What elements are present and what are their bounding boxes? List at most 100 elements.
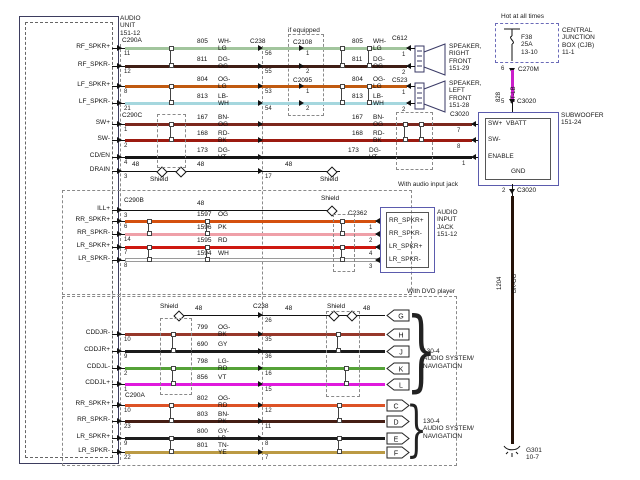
pin-number: 7 bbox=[457, 128, 461, 134]
connector-arrow bbox=[117, 137, 122, 143]
pin-number: 21 bbox=[124, 106, 131, 112]
wire-stub bbox=[472, 156, 478, 158]
brace-bottom: } bbox=[406, 394, 428, 464]
connector-arrow bbox=[117, 45, 122, 51]
subwoofer-vbatt: VBATT bbox=[506, 120, 527, 127]
wire-circuit-number: 1596 bbox=[197, 224, 212, 231]
wire-690 bbox=[125, 349, 385, 353]
wire-color-code: OG-BK bbox=[218, 324, 231, 338]
connector-c3020-bottom: C3020 bbox=[517, 187, 537, 194]
pin-number: 2 bbox=[306, 69, 310, 75]
connector-arrow bbox=[258, 154, 263, 160]
twisted-pair-icon bbox=[337, 403, 342, 423]
connector-line-c290 bbox=[120, 44, 121, 460]
wire-circuit-number: 798 bbox=[197, 358, 208, 365]
wire-stub bbox=[472, 139, 478, 141]
pin-number: 8 bbox=[457, 144, 461, 150]
terminal-flag: L bbox=[386, 378, 410, 390]
wire-color-code: DG-OG bbox=[218, 56, 230, 70]
connector-arrow bbox=[258, 63, 263, 69]
connector-arrow bbox=[117, 218, 122, 224]
wire-color-code: LG-RD bbox=[218, 358, 229, 372]
wire-circuit-number: 1597 bbox=[197, 211, 212, 218]
with-audio-input-jack-box bbox=[62, 190, 412, 295]
brace-top: } bbox=[406, 298, 437, 401]
connector-arrow bbox=[117, 244, 122, 250]
terminal-flag: J bbox=[386, 345, 410, 357]
pin-number: 16 bbox=[265, 371, 272, 377]
connector-arrow bbox=[299, 83, 304, 89]
twisted-pair-icon bbox=[169, 46, 174, 68]
twisted-pair-icon bbox=[337, 436, 342, 454]
fuse-label: F38 25A 13-10 bbox=[521, 34, 538, 56]
twisted-pair-icon bbox=[169, 122, 174, 142]
pin-number: 35 bbox=[265, 337, 272, 343]
connector-arrow bbox=[509, 99, 515, 104]
terminal-flag: H bbox=[386, 328, 410, 340]
connector-arrow bbox=[117, 381, 122, 387]
wire-color-code: BN-OG bbox=[218, 114, 230, 128]
wire-circuit-number: 1595 bbox=[197, 237, 212, 244]
wire-800 bbox=[125, 436, 385, 440]
terminal-flag: F bbox=[386, 446, 410, 458]
jack-pin-lr-minus: LR_SPKR- bbox=[389, 256, 421, 263]
twisted-pair-icon bbox=[340, 219, 345, 236]
wire-48 bbox=[125, 209, 331, 211]
pin-number: 9 bbox=[124, 354, 128, 360]
pin-number: 12 bbox=[124, 69, 131, 75]
wire-circuit-number: 803 bbox=[197, 411, 208, 418]
connector-c290c: C290C bbox=[122, 112, 143, 119]
hot-at-all-times-label: Hot at all times bbox=[501, 13, 544, 20]
connector-arrow bbox=[258, 83, 263, 89]
connector-arrow bbox=[117, 207, 122, 213]
twisted-pair-icon bbox=[205, 245, 210, 262]
wire-799 bbox=[125, 332, 385, 336]
wire-color-code: RD-BK bbox=[373, 130, 385, 144]
connector-arrow bbox=[117, 168, 122, 174]
subwoofer-gnd: GND bbox=[511, 168, 526, 175]
connector-c290a-2: C290A bbox=[125, 392, 145, 399]
ground-label: G301 10-7 bbox=[526, 447, 542, 462]
pin-name-rf-spkr-minus: RF_SPKR- bbox=[77, 61, 110, 68]
pin-name-sw-minus: SW- bbox=[97, 135, 110, 142]
if-equipped-label: if equipped bbox=[288, 27, 320, 34]
connector-arrow bbox=[117, 100, 122, 106]
connector-arrow bbox=[258, 100, 263, 106]
twisted-pair-icon bbox=[171, 366, 176, 386]
wire-167 bbox=[125, 122, 472, 126]
wire-stub bbox=[376, 233, 380, 235]
terminal-flag: D bbox=[386, 415, 410, 427]
wire-circuit-number: 800 bbox=[197, 428, 208, 435]
wire-color-code: VT bbox=[218, 374, 227, 381]
wire-color-code: BN-OG bbox=[373, 114, 385, 128]
pin-number: 3 bbox=[124, 213, 128, 219]
pin-number: 2 bbox=[402, 107, 406, 113]
audio-unit-inner-box bbox=[25, 22, 113, 458]
fuse-icon bbox=[504, 28, 520, 61]
pin-name-drain: DRAIN bbox=[89, 166, 110, 173]
wire-color-code: OG-LG bbox=[373, 76, 386, 90]
pin-name-cddjl-plus: CDDJL+ bbox=[85, 379, 110, 386]
twisted-pair-icon bbox=[403, 122, 408, 142]
wire-48 bbox=[125, 170, 340, 172]
nav-label-bottom: 130-4 AUDIO SYSTEM/ NAVIGATION bbox=[423, 418, 474, 440]
connector-c2362: C2362 bbox=[348, 210, 368, 217]
ground-icon bbox=[503, 445, 521, 457]
wire-circuit-number: 805 bbox=[352, 38, 363, 45]
twisted-pair-icon bbox=[205, 219, 210, 236]
wire-color-code: BK-OG bbox=[512, 273, 518, 293]
twisted-pair-icon bbox=[340, 84, 345, 105]
wire-circuit-number: 48 bbox=[197, 161, 205, 168]
connector-line-c238 bbox=[262, 46, 263, 460]
pin-number: 11 bbox=[265, 424, 272, 430]
pin-number: 4 bbox=[124, 160, 128, 166]
pin-number: 10 bbox=[124, 337, 131, 343]
pin-name-sw-plus: SW+ bbox=[95, 119, 110, 126]
wire-color-code: WH-LG bbox=[373, 38, 386, 52]
pin-name-rr-spkr-minus-2: RR_SPKR- bbox=[77, 416, 110, 423]
svg-text:L: L bbox=[399, 382, 403, 389]
twisted-pair-icon bbox=[169, 403, 174, 423]
shield-label: Shield bbox=[321, 195, 340, 202]
pin-number: 1 bbox=[402, 90, 406, 96]
pin-number: 7 bbox=[124, 250, 128, 256]
